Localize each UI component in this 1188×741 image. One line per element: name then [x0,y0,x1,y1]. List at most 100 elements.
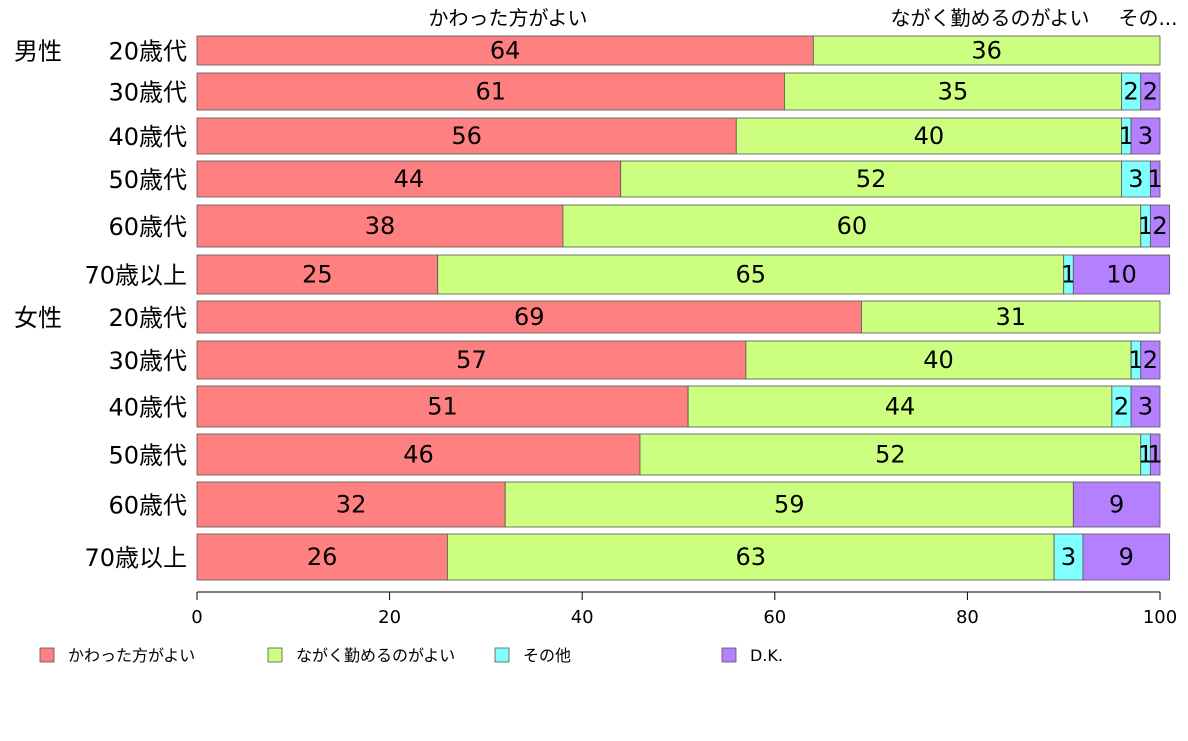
bar-segment [1121,160,1151,198]
data-label: 3 [1138,122,1153,150]
bar-segment [196,433,641,476]
bar-segment [639,433,1142,476]
data-label: 1 [1138,212,1153,240]
data-label: 2 [1123,78,1138,106]
legend-swatch [721,647,737,663]
bar-segment [1149,433,1161,476]
data-label: 38 [365,212,396,240]
data-label: 56 [451,122,482,150]
bar-segment [196,533,448,581]
bar-segment [446,533,1055,581]
bar-segment [196,481,506,528]
x-tick-label: 0 [191,607,202,628]
top-category-label: その... [1118,6,1177,30]
bar-segment [196,160,622,198]
data-label: 31 [995,303,1026,331]
data-label: 40 [923,346,954,374]
bar-segment [196,72,785,111]
data-label: 3 [1128,165,1143,193]
data-label: 1 [1148,165,1163,193]
row-label: 20歳代 [108,38,187,66]
data-label: 52 [856,165,887,193]
x-tick-label: 80 [956,607,979,628]
bar-segment [562,204,1142,248]
data-label: 1 [1061,261,1076,289]
data-label: 64 [490,37,521,65]
bar-segment [1149,160,1161,198]
bar-segment [735,117,1122,155]
data-label: 35 [938,78,969,106]
row-label: 50歳代 [108,442,187,470]
bar-segment [1140,72,1161,111]
data-label: 52 [875,441,906,469]
data-label: 1 [1119,122,1134,150]
data-label: 3 [1061,543,1076,571]
data-label: 46 [403,441,434,469]
row-label: 40歳代 [108,394,187,422]
bar-segment [1130,385,1161,428]
bar-segment [1140,340,1161,380]
bar-segment [437,254,1065,295]
legend-swatch [494,647,510,663]
bar-segment [687,385,1113,428]
top-category-label: かわった方がよい [429,6,588,30]
x-tick-label: 60 [763,607,786,628]
bar-segment [1130,117,1161,155]
data-label: 26 [307,543,338,571]
legend-label: かわった方がよい [68,646,195,665]
row-label: 60歳代 [108,213,187,241]
bar-segment [1053,533,1084,581]
bar-segment [196,254,439,295]
data-label: 57 [456,346,487,374]
x-tick-label: 100 [1143,607,1177,628]
data-label: 65 [735,261,766,289]
data-label: 2 [1152,212,1167,240]
bar-segment [196,300,862,334]
x-tick-label: 40 [571,607,594,628]
row-label: 30歳代 [108,79,187,107]
top-category-label: ながく勤めるのがよい [891,6,1090,30]
row-label: 70歳以上 [84,262,187,290]
bar-segment [1149,204,1171,248]
bar-segment [196,385,689,428]
x-tick-label: 20 [378,607,401,628]
data-label: 1 [1148,441,1163,469]
data-label: 2 [1143,78,1158,106]
legend-swatch [39,647,55,663]
row-label: 60歳代 [108,492,187,520]
legend-label: D.K. [750,646,783,665]
bar-segment [861,300,1161,334]
group-label: 女性 [14,304,62,332]
data-label: 59 [774,491,805,519]
bar-segment [504,481,1074,528]
row-label: 30歳代 [108,347,187,375]
legend-swatch [267,647,283,663]
bar-segment [812,35,1161,66]
data-label: 1 [1128,346,1143,374]
legend-label: ながく勤めるのがよい [296,646,455,665]
data-label: 51 [427,393,458,421]
data-label: 3 [1138,393,1153,421]
bar-segment [1072,254,1171,295]
data-label: 32 [336,491,367,519]
row-label: 50歳代 [108,166,187,194]
data-label: 25 [302,261,333,289]
data-label: 63 [735,543,766,571]
bar-segment [784,72,1122,111]
bar-segment [620,160,1122,198]
row-label: 70歳以上 [84,544,187,572]
legend-label: その他 [523,646,571,665]
bar-segment [196,340,747,380]
data-label: 44 [394,165,425,193]
row-label: 20歳代 [108,304,187,332]
data-label: 61 [475,78,506,106]
bar-segment [1072,481,1161,528]
data-label: 60 [837,212,868,240]
data-label: 2 [1114,393,1129,421]
data-label: 10 [1106,261,1137,289]
data-label: 9 [1109,491,1124,519]
group-label: 男性 [14,38,62,66]
data-label: 69 [514,303,545,331]
